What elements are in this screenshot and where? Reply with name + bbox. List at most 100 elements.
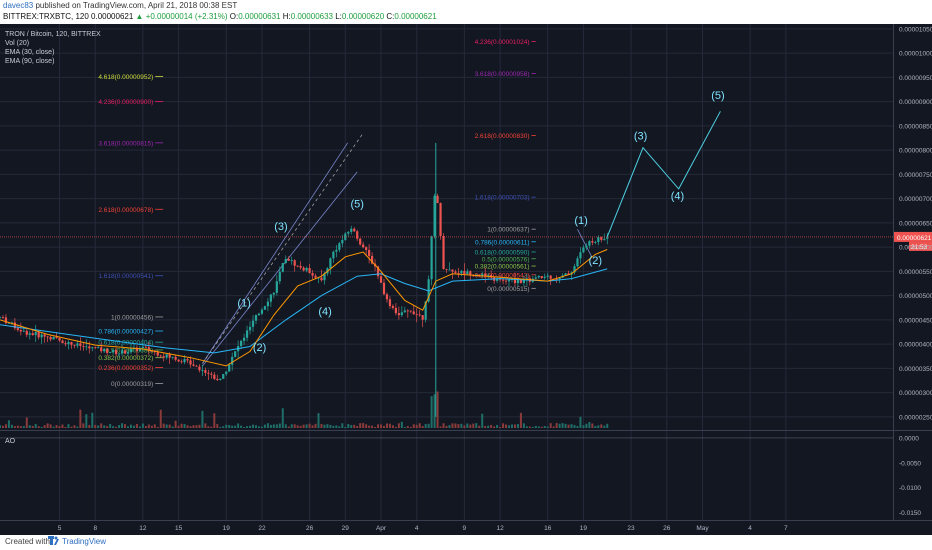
candle-body [272,292,275,295]
volume-bar [225,424,228,428]
price-tick-label: 0.00000550 [899,269,932,276]
legend-title: TRON / Bitcoin, 120, BITTREX [5,31,101,38]
volume-bar [129,424,132,428]
candle-body [540,276,543,278]
price-tick-label: 0.00000850 [899,123,932,130]
candle-body [588,241,591,246]
price-tick-label: 0.00000350 [899,366,932,373]
volume-bar [576,425,579,428]
candle-body [368,249,371,256]
close-value: 0.00000621 [394,12,437,21]
candle-body [409,310,412,312]
wave-labels: (1) (2) (3) (4) (5) (1) (2) (3) (4) (5) [237,90,724,354]
time-tick-label: 26 [663,525,671,532]
candle-body [415,314,418,316]
candle-body [207,372,210,374]
volume-bar [546,426,549,428]
candle-body [19,330,22,332]
footer: Created with TradingView [0,535,932,550]
countdown-tag [909,241,932,251]
volume-bar [362,423,365,428]
volume-bar [344,426,347,428]
volume-bar [67,424,70,428]
volume-bar [201,410,204,428]
volume-bar [311,425,314,428]
wave-label: (5) [711,90,724,102]
candle-body [61,340,64,344]
price-tick-label: 0.00000800 [899,148,932,155]
candle-body [394,307,397,314]
candle-body [106,348,109,353]
candle-body [103,348,106,352]
ema90-line [0,268,608,354]
price-tick-label: 0.00000450 [899,317,932,324]
last-price-text: 0.00000621 [897,235,932,242]
volume-bar [43,425,46,428]
time-tick-label: May [696,525,709,532]
candle-body [335,249,338,252]
open-label: O: [229,12,239,21]
volume-bar [49,424,52,428]
volume-bar [246,426,249,428]
volume-bar [64,426,67,428]
candle-body [269,294,272,302]
candle-body [519,280,523,283]
volume-bar [591,423,594,428]
candle-body [370,255,374,264]
volume-bar [52,426,55,428]
candle-body [1,317,5,318]
volume-bar [58,426,61,428]
candle-body [126,352,130,354]
fib-label: 0.786(0.00000427) [98,329,153,336]
volume-bar [439,426,442,428]
candle-body [308,267,311,274]
volume-bar [228,425,231,428]
volume-bar [10,424,13,428]
candle-body [22,330,25,332]
candle-body [290,260,293,261]
candle-body [171,356,174,358]
candle-body [439,203,442,236]
price-chart-svg[interactable]: 4.618(0.00000952) 4.236(0.00000900) 3.618(… [0,24,932,535]
candle-body [186,359,189,361]
fib-label: 1(0.00000456) [111,314,153,321]
candle-body [498,278,502,280]
candle-body [332,251,335,259]
volume-bar [329,424,332,428]
candle-body [606,237,609,239]
volume-bar [121,423,124,428]
volume-bar [234,425,237,428]
candle-body [585,245,588,248]
volume-bar [400,421,403,428]
fib-label: 4.236(0.00000900) [98,99,153,106]
fib-label: 2.618(0.00000830) [475,133,530,140]
time-tick-label: 16 [544,525,552,532]
candle-body [421,315,424,320]
volume-bar [126,426,129,428]
author-link[interactable]: davec83 [3,1,34,10]
volume-bar [284,424,287,428]
volume-bar [466,423,469,428]
candle-body [558,277,561,280]
volume-bar [79,409,82,428]
candle-body [549,275,552,279]
chart-panel[interactable]: 4.618(0.00000952) 4.236(0.00000900) 3.618(… [0,24,932,535]
ao-pane: 0.0000 -0.0050 -0.0100 -0.0150 [0,435,921,517]
trendline [202,142,349,364]
volume-bar [192,425,195,428]
candle-body [516,280,520,284]
axes: 0.0000062121:530.000011000.000010500.000… [0,26,932,532]
fib-label: 0.236(0.00000543) [475,272,530,279]
time-tick-label: 19 [580,525,588,532]
volume-bar [433,394,436,428]
legend-vol: Vol (20) [5,40,29,47]
volume-bar [153,424,156,428]
volume-bar [132,425,135,428]
fib-label: 1.618(0.00000703) [475,195,530,202]
candle-body [117,353,121,355]
tradingview-link[interactable]: TradingView [62,537,107,546]
volume-bar [22,426,25,428]
candle-body [365,247,368,250]
candle-body [165,354,168,358]
volume-bar [103,425,106,428]
